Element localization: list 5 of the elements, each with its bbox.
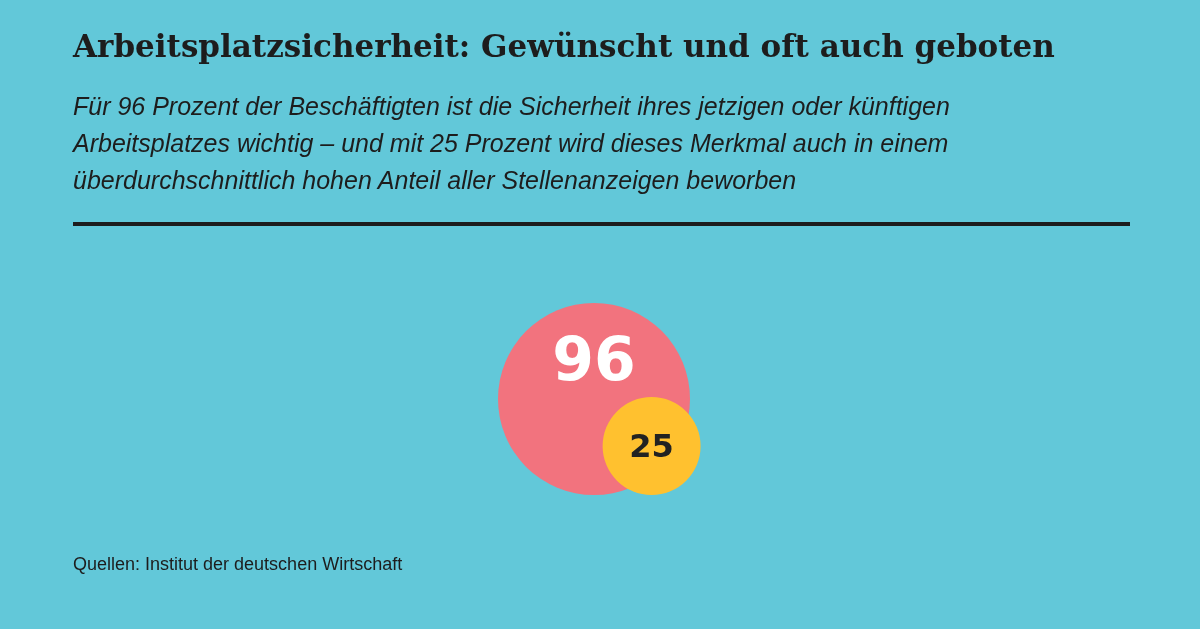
source-note: Quellen: Institut der deutschen Wirtschaft (73, 553, 403, 576)
data-label: 96 (552, 324, 636, 394)
data-label: 25 (629, 427, 674, 466)
text: Für 96 Prozent der Beschäftigten ist die Sicherheit ihres jetzigen oder künftigen Arbeitsplatzes wichtig – und mit 25 Prozent wird dieses Merkmal auch in einem überdurchschnittlich hohen Anteil aller Stellenanzeigen beworben (73, 91, 951, 196)
text: Arbeitsplatzsicherheit: Gewünscht und oft auch geboten (73, 28, 1055, 64)
